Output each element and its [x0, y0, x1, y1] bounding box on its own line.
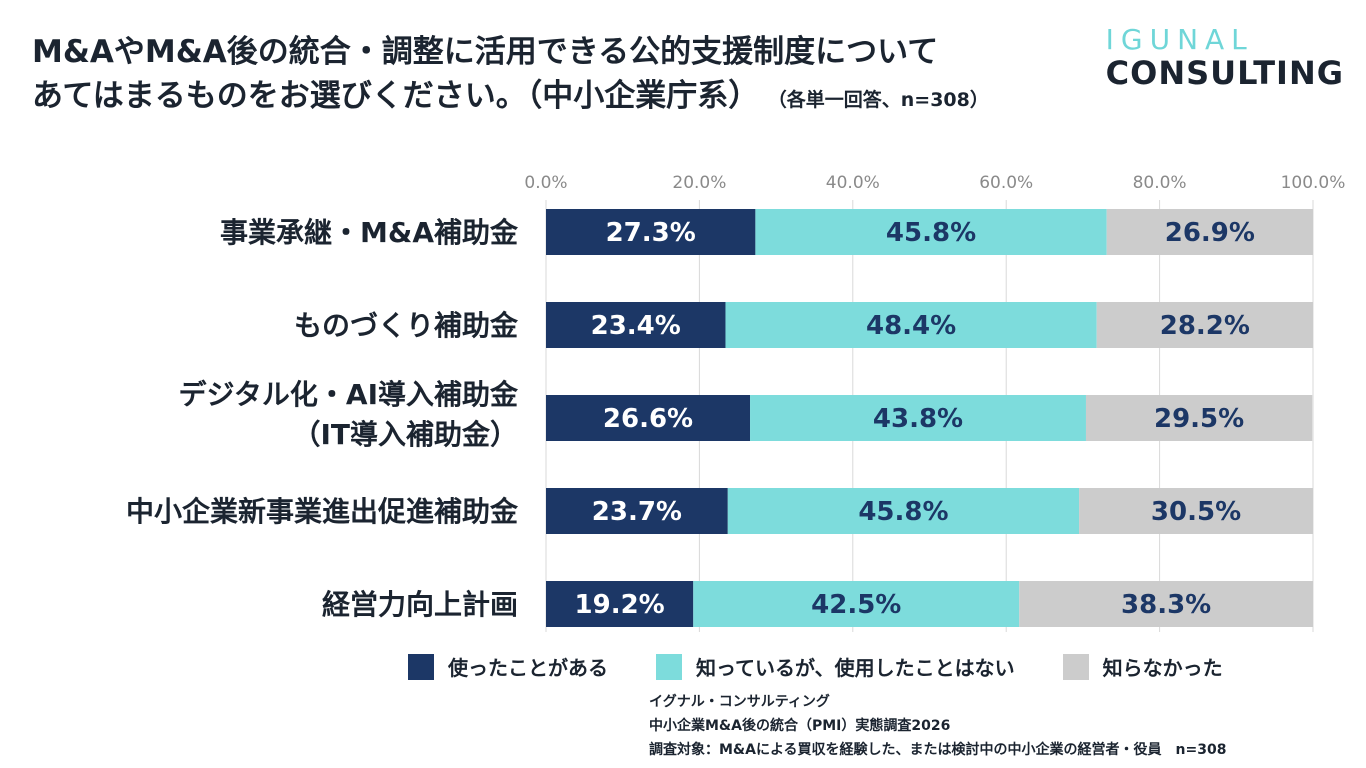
category-label: 事業承継・M&A補助金 [220, 216, 519, 249]
bar-segment [546, 488, 728, 534]
x-tick-label: 60.0% [979, 173, 1033, 193]
source-line-1: イグナル・コンサルティング [649, 694, 830, 710]
source-note: イグナル・コンサルティング 中小企業M&A後の統合（PMI）実態調査2026 調… [649, 690, 1226, 762]
legend-label-unknown: 知らなかった [1102, 656, 1223, 680]
x-tick-label: 20.0% [672, 173, 726, 193]
bar-segment [546, 209, 756, 255]
bar-segment [693, 581, 1020, 627]
data-label: 26.9% [1165, 218, 1255, 248]
logo-top: IGUNAL [1105, 23, 1254, 56]
legend-swatch-used [408, 653, 434, 680]
source-line-2: 中小企業M&A後の統合（PMI）実態調査2026 [649, 718, 951, 734]
legend-label-known: 知っているが、使用したことはない [696, 656, 1015, 680]
data-label: 19.2% [575, 590, 665, 620]
data-label: 30.5% [1151, 497, 1241, 527]
bar-segment [546, 302, 726, 348]
legend-item-known: 知っているが、使用したことはない [656, 652, 1015, 681]
bar-segment [1106, 209, 1313, 255]
legend-swatch-unknown [1062, 653, 1089, 680]
data-label: 48.4% [866, 311, 956, 341]
bar-segment [546, 395, 751, 441]
x-tick-label: 0.0% [524, 173, 567, 193]
bar-segment [750, 395, 1086, 441]
x-tick-label: 80.0% [1133, 173, 1187, 193]
legend-item-unknown: 知らなかった [1062, 652, 1223, 681]
category-label: （IT導入補助金） [292, 418, 518, 451]
data-label: 45.8% [886, 218, 976, 248]
bar-segment [1085, 395, 1313, 441]
x-tick-label: 100.0% [1281, 173, 1346, 193]
title-line-1: M&AやM&A後の統合・調整に活用できる公的支援制度について [32, 34, 939, 70]
source-line-3: 調査対象：M&Aによる買収を経験した、または検討中の中小企業の経営者・役員 n=… [649, 742, 1227, 758]
data-label: 27.3% [606, 218, 696, 248]
title-line-2-text: あてはまるものをお選びください。（中小企業庁系） [32, 78, 760, 114]
category-label: ものづくり補助金 [294, 309, 519, 342]
category-label: デジタル化・AI導入補助金 [178, 378, 519, 411]
bar-segment [727, 488, 1080, 534]
x-tick-label: 40.0% [826, 173, 880, 193]
legend-swatch-known [656, 653, 682, 680]
bar-segment [755, 209, 1107, 255]
legend: 使ったことがある 知っているが、使用したことはない 知らなかった [408, 652, 1223, 681]
data-label: 23.7% [592, 497, 682, 527]
data-label: 23.4% [591, 311, 681, 341]
data-label: 38.3% [1121, 590, 1211, 620]
data-label: 45.8% [858, 497, 948, 527]
bar-segment [725, 302, 1097, 348]
data-label: 28.2% [1160, 311, 1250, 341]
bar-segment [1096, 302, 1313, 348]
bar-segment [1019, 581, 1313, 627]
data-label: 29.5% [1154, 404, 1244, 434]
category-label: 中小企業新事業進出促進補助金 [126, 495, 519, 528]
data-label: 43.8% [873, 404, 963, 434]
logo-bottom: CONSULTING [1105, 54, 1344, 92]
bar-segment [1079, 488, 1313, 534]
data-label: 42.5% [811, 590, 901, 620]
chart-title: M&AやM&A後の統合・調整に活用できる公的支援制度について あてはまるものをお… [32, 30, 989, 122]
legend-label-used: 使ったことがある [448, 656, 608, 680]
company-logo: IGUNAL CONSULTING [1105, 23, 1344, 92]
legend-item-used: 使ったことがある [408, 652, 608, 681]
subtitle: （各単一回答、n=308） [777, 89, 989, 111]
data-label: 26.6% [603, 404, 693, 434]
bar-segment [546, 581, 694, 627]
title-line-2: あてはまるものをお選びください。（中小企業庁系） （各単一回答、n=308） [32, 74, 989, 122]
category-label: 経営力向上計画 [322, 588, 518, 621]
